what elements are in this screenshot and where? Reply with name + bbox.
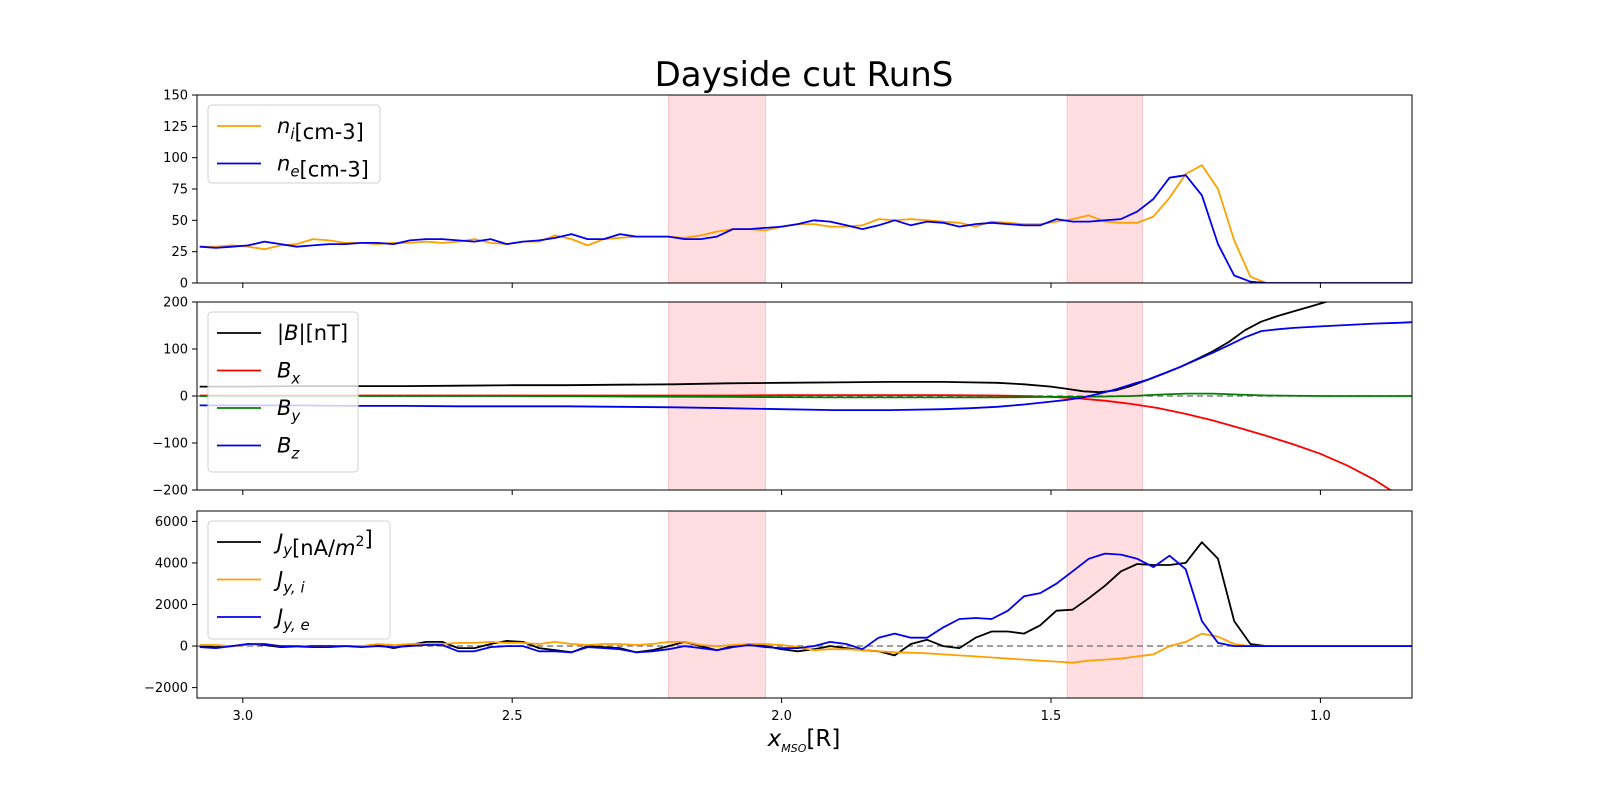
- chart-title: Dayside cut RunS: [655, 55, 954, 95]
- x-tick-label: 1.5: [1041, 709, 1062, 724]
- y-tick-label: 50: [171, 214, 188, 229]
- series-line-1-2: [199, 392, 1412, 399]
- legend-box: [207, 520, 391, 640]
- legend-label: Jy, i: [273, 568, 305, 597]
- shaded-region-1: [667, 510, 766, 699]
- legend: |B|[nT] Bx By Bz: [207, 311, 359, 473]
- shaded-region-2: [1066, 94, 1144, 284]
- panels: 0 25 50 75 100 125 150 ni[cm-3] ne[cm-3] −200 −100…: [144, 89, 1413, 703]
- y-tick-label: −200: [152, 484, 188, 499]
- y-tick-label: 125: [163, 120, 188, 135]
- legend-label: |B|[nT]: [277, 321, 348, 346]
- series-line-2-1: [199, 632, 1412, 664]
- y-tick-label: 0: [180, 390, 188, 405]
- legend: Jy[nA/m2] Jy, i Jy, e: [207, 520, 391, 640]
- shaded-region-1: [667, 94, 766, 284]
- series-line-1-1: [199, 394, 1393, 490]
- panel-1: 0 25 50 75 100 125 150 ni[cm-3] ne[cm-3]: [163, 89, 1413, 292]
- legend-label: ni[cm-3]: [277, 114, 364, 144]
- y-tick-label: 100: [163, 343, 188, 358]
- series-group: [199, 164, 1412, 283]
- panel-2: −200 −100 0 100 200 |B|[nT] Bx By Bz: [152, 296, 1413, 499]
- legend-box: [207, 311, 359, 473]
- legend: ni[cm-3] ne[cm-3]: [207, 104, 381, 184]
- series-line-1-3: [199, 321, 1412, 412]
- y-tick-label: 75: [171, 183, 188, 198]
- y-tick-label: 0: [180, 277, 188, 292]
- x-axis: 3.0 2.5 2.0 1.5 1.0: [232, 709, 1330, 724]
- legend-label: Jy[nA/m2]: [273, 527, 373, 560]
- x-tick-label: 1.0: [1310, 709, 1331, 724]
- series-group: [199, 541, 1412, 664]
- legend-label: ne[cm-3]: [277, 152, 369, 182]
- y-tick-label: 4000: [155, 556, 188, 571]
- panel-3: −2000 0 2000 4000 6000 Jy[nA/m2] Jy, i Jy, e: [144, 510, 1413, 703]
- y-tick-label: −100: [152, 437, 188, 452]
- legend-label: Bz: [277, 434, 300, 463]
- series-line-0-0: [199, 164, 1412, 283]
- series-line-0-1: [199, 174, 1412, 283]
- y-tick-label: 2000: [155, 598, 188, 613]
- legend-label: Jy, e: [273, 605, 310, 634]
- legend-label: By: [277, 396, 301, 425]
- series-group: [199, 302, 1412, 490]
- y-tick-label: 0: [180, 640, 188, 655]
- y-tick-label: 150: [163, 89, 188, 104]
- legend-label: Bx: [277, 359, 300, 388]
- x-tick-label: 3.0: [232, 709, 253, 724]
- y-tick-label: 200: [163, 296, 188, 311]
- y-tick-label: 25: [171, 245, 188, 260]
- x-tick-label: 2.5: [502, 709, 523, 724]
- series-line-2-2: [199, 552, 1412, 654]
- y-tick-label: 100: [163, 151, 188, 166]
- y-tick-label: 6000: [155, 515, 188, 530]
- y-tick-label: −2000: [144, 681, 188, 696]
- x-tick-label: 2.0: [771, 709, 792, 724]
- series-line-1-0: [199, 302, 1330, 394]
- x-axis-label: xMSO[R]: [767, 726, 841, 755]
